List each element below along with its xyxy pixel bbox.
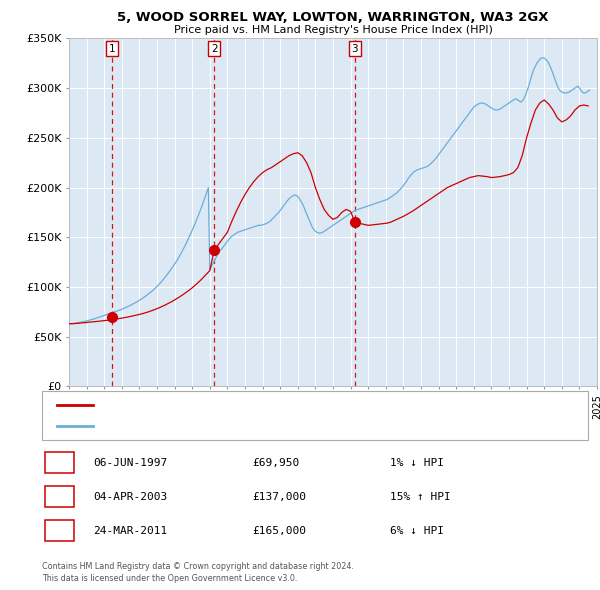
Text: 1: 1 (56, 456, 63, 469)
Text: 04-APR-2003: 04-APR-2003 (93, 491, 167, 502)
Text: 5, WOOD SORREL WAY, LOWTON, WARRINGTON, WA3 2GX: 5, WOOD SORREL WAY, LOWTON, WARRINGTON, … (117, 11, 549, 24)
Text: 3: 3 (352, 44, 358, 54)
Text: 2: 2 (211, 44, 218, 54)
Text: 1% ↓ HPI: 1% ↓ HPI (390, 457, 444, 467)
Text: 15% ↑ HPI: 15% ↑ HPI (390, 491, 451, 502)
Text: 6% ↓ HPI: 6% ↓ HPI (390, 526, 444, 536)
Text: 1: 1 (109, 44, 115, 54)
Text: 06-JUN-1997: 06-JUN-1997 (93, 457, 167, 467)
Text: £165,000: £165,000 (252, 526, 306, 536)
Text: 5, WOOD SORREL WAY, LOWTON, WARRINGTON, WA3 2GX (detached house): 5, WOOD SORREL WAY, LOWTON, WARRINGTON, … (99, 400, 463, 409)
Text: HPI: Average price, detached house, Wigan: HPI: Average price, detached house, Wiga… (99, 421, 305, 431)
Text: £137,000: £137,000 (252, 491, 306, 502)
Text: 3: 3 (56, 525, 63, 537)
Text: Price paid vs. HM Land Registry's House Price Index (HPI): Price paid vs. HM Land Registry's House … (173, 25, 493, 35)
Text: 2: 2 (56, 490, 63, 503)
Text: £69,950: £69,950 (252, 457, 299, 467)
Text: Contains HM Land Registry data © Crown copyright and database right 2024.
This d: Contains HM Land Registry data © Crown c… (42, 562, 354, 583)
Text: 24-MAR-2011: 24-MAR-2011 (93, 526, 167, 536)
